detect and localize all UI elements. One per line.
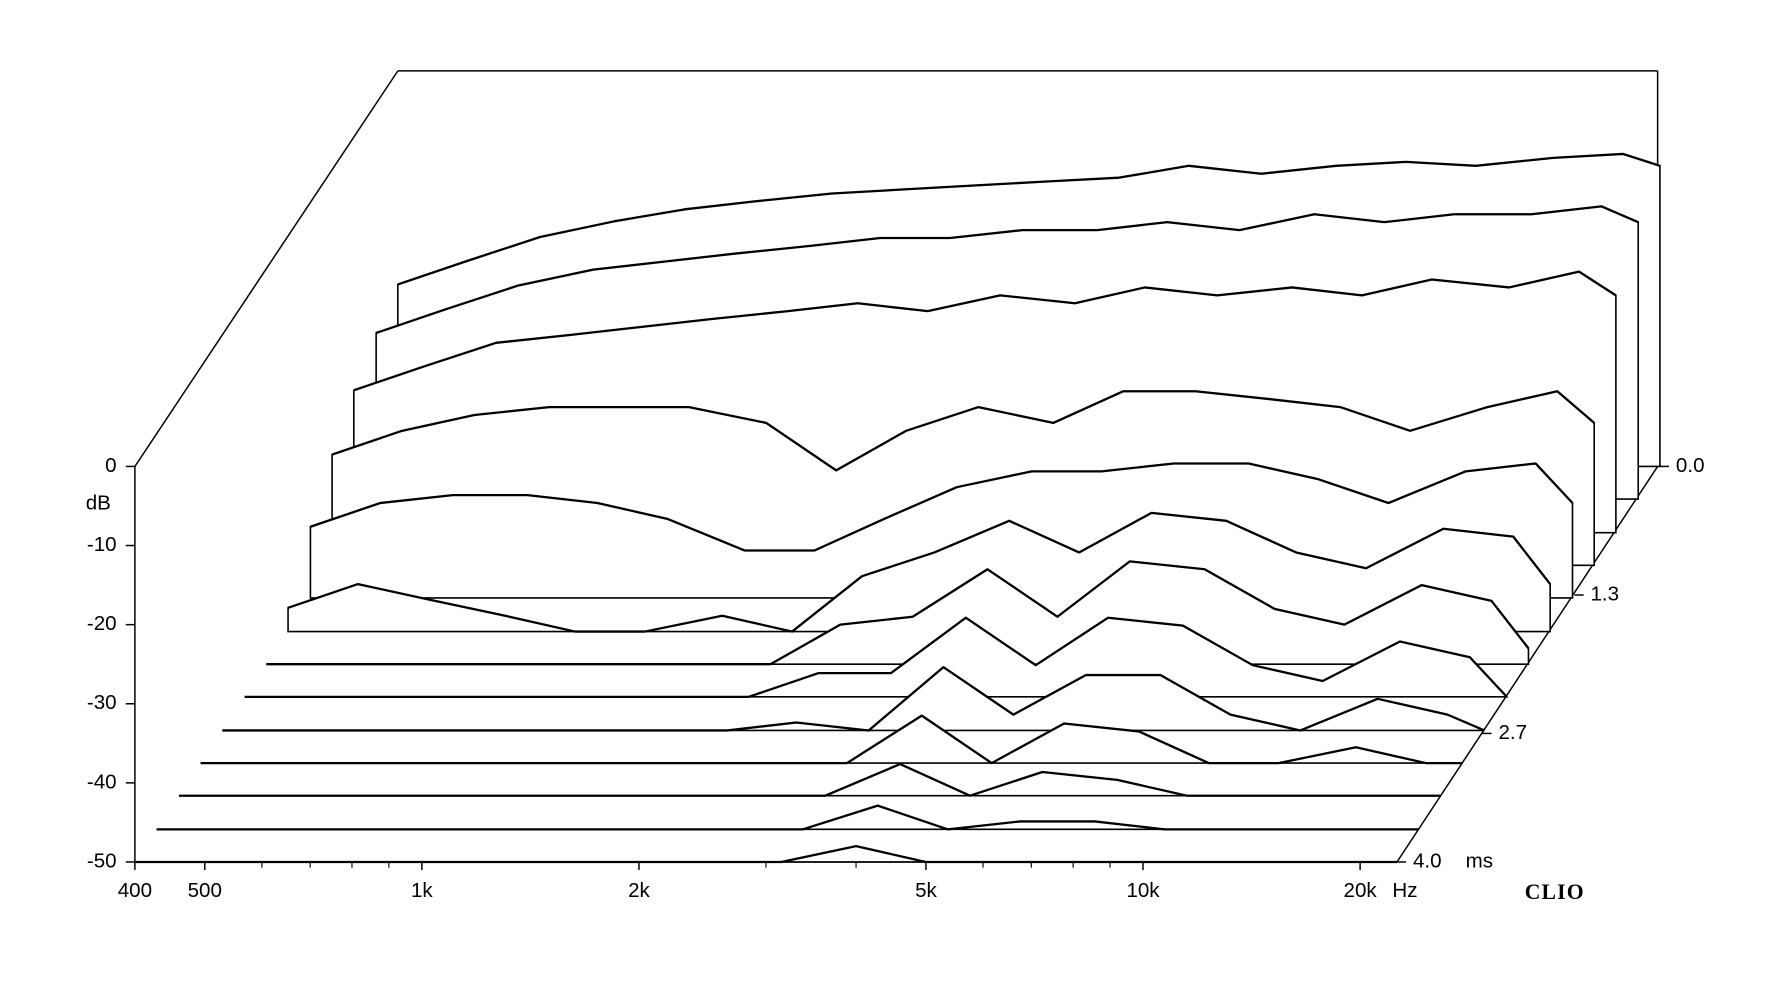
slice-line	[397, 152, 1661, 286]
z-tick-label: 0.0	[1676, 454, 1705, 477]
x-tick-label: 500	[188, 879, 222, 902]
z-unit: ms	[1466, 849, 1493, 872]
x-tick-label: 2k	[628, 879, 650, 902]
slice-line	[375, 205, 1639, 335]
slice-line	[331, 390, 1595, 472]
slice-fill	[200, 714, 1463, 765]
x-tick-label: 20k	[1344, 879, 1378, 902]
slice-line	[244, 616, 1508, 698]
y-tick-label: -10	[87, 533, 117, 556]
slice-fill	[156, 804, 1419, 831]
slice-line	[266, 560, 1530, 666]
slice-line	[134, 845, 1397, 864]
y-tick-label: -30	[87, 691, 117, 714]
slice-line	[178, 762, 1442, 797]
x-tick-label: 5k	[915, 879, 937, 902]
x-tick-label: 10k	[1126, 879, 1160, 902]
brand: CLIO	[1525, 880, 1585, 904]
z-tick-label: 1.3	[1590, 582, 1619, 605]
y-tick-label: -20	[87, 612, 117, 635]
slice-line	[353, 270, 1617, 392]
slice-line	[310, 462, 1574, 552]
x-tick-label: 1k	[411, 879, 433, 902]
y-tick-label: 0	[105, 454, 116, 477]
z-tick-label: 2.7	[1498, 721, 1527, 744]
slice-line	[156, 804, 1419, 831]
slice-line	[287, 511, 1552, 633]
y-axis-label: dB	[86, 492, 111, 515]
z-tick-label: 4.0	[1413, 849, 1442, 872]
x-tick-label: 400	[118, 879, 152, 902]
left-wall-edge	[134, 70, 399, 467]
y-tick-label: -40	[87, 770, 117, 793]
slice-line	[200, 714, 1463, 765]
slice-fill	[178, 763, 1442, 797]
slice-fill	[134, 845, 1397, 863]
y-tick-label: -50	[87, 849, 117, 872]
x-unit: Hz	[1392, 879, 1417, 902]
slice-line	[222, 666, 1485, 732]
